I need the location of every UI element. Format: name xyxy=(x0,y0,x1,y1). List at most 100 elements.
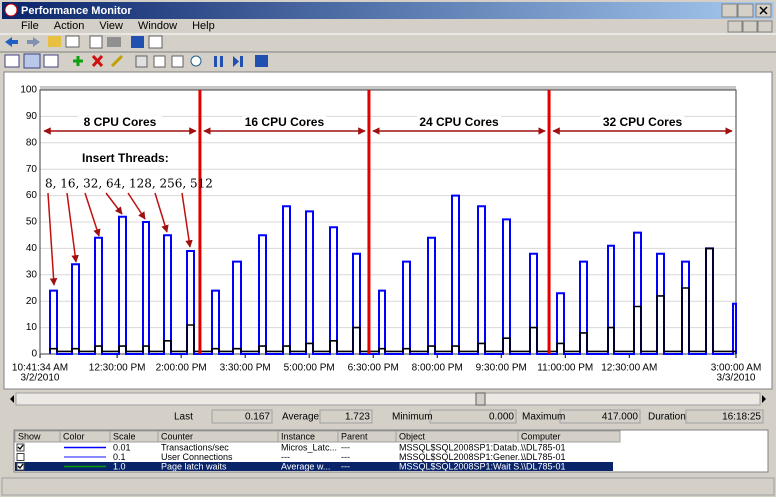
y-tick-label: 40 xyxy=(26,243,38,254)
legend-cell: --- xyxy=(341,452,350,462)
freeze-button[interactable] xyxy=(214,56,217,67)
time-scrollbar[interactable] xyxy=(10,392,766,406)
app-icon xyxy=(4,3,18,17)
update-button[interactable] xyxy=(233,56,243,67)
y-tick-label: 70 xyxy=(26,164,38,175)
stat-label: Maximum xyxy=(522,412,565,423)
phase-label: 32 CPU Cores xyxy=(603,115,683,129)
menu-item[interactable]: View xyxy=(99,20,123,32)
paste-button[interactable] xyxy=(153,55,166,68)
stat-label: Average xyxy=(282,412,320,423)
phase-label-bg xyxy=(600,116,685,130)
legend-cell: \\DL785-01 xyxy=(521,452,566,462)
phase-label-bg xyxy=(417,116,502,130)
highlight-button[interactable] xyxy=(110,54,124,68)
legend-cell: 0.01 xyxy=(113,442,131,452)
mdi-minimize[interactable] xyxy=(727,20,743,33)
series-line xyxy=(49,194,737,355)
column-header[interactable] xyxy=(517,430,621,443)
phase-label: 16 CPU Cores xyxy=(245,115,325,129)
thread-arrow xyxy=(154,192,169,233)
stat-box xyxy=(685,409,764,424)
thread-arrow xyxy=(66,192,79,263)
view-histogram-button[interactable] xyxy=(23,53,41,69)
thread-arrow xyxy=(127,192,146,220)
add-counter-button[interactable] xyxy=(73,56,83,66)
copy-button[interactable] xyxy=(135,55,148,68)
scroll-thumb[interactable] xyxy=(475,392,486,406)
legend-cell: User Connections xyxy=(161,452,233,462)
window-buttons[interactable] xyxy=(721,3,772,18)
menu-item[interactable]: Help xyxy=(192,20,215,32)
minimize-button[interactable] xyxy=(721,3,738,18)
scroll-right[interactable] xyxy=(762,395,766,403)
legend-row[interactable]: 1.0 Page latch waits Average w... --- MSSQL$… xyxy=(15,461,613,471)
legend-cell: Average w... xyxy=(281,461,330,471)
menu-item[interactable]: File xyxy=(21,20,39,32)
phase-label: 24 CPU Cores xyxy=(419,115,499,129)
scroll-left[interactable] xyxy=(10,395,14,403)
toolbar-1[interactable] xyxy=(5,35,163,49)
series-line xyxy=(49,247,736,353)
help-button[interactable] xyxy=(131,36,144,48)
y-tick-label: 0 xyxy=(31,349,37,360)
stat-value: 16:18:25 xyxy=(722,412,761,423)
menu-item[interactable]: Window xyxy=(138,20,177,32)
toolbar-2[interactable] xyxy=(4,53,268,69)
y-tick-label: 100 xyxy=(20,85,37,96)
legend-cell: MSSQL$SQL2008SP1:Datab... xyxy=(399,442,525,452)
mdi-restore[interactable] xyxy=(742,20,758,33)
phase-label-bg xyxy=(77,116,162,130)
thread-arrow xyxy=(181,192,193,248)
statistics-bar: Last 0.167 Average 1.723 Minimum 0.000 Maximum… xyxy=(174,409,764,424)
maximize-button[interactable] xyxy=(737,3,754,18)
legend-cell: MSSQL$SQL2008SP1:Wait S... xyxy=(399,461,527,471)
y-tick-label: 90 xyxy=(26,111,38,122)
column-header-label: Object xyxy=(399,431,426,441)
help-button[interactable] xyxy=(255,55,268,67)
stat-value: 417.000 xyxy=(602,412,639,423)
legend-cell: Page latch waits xyxy=(161,461,227,471)
delete-counter-button[interactable] xyxy=(91,54,104,68)
stat-box xyxy=(319,409,373,424)
x-date-label: 3/3/2010 xyxy=(717,373,756,384)
mdi-buttons[interactable] xyxy=(727,20,773,33)
show-hide-button[interactable] xyxy=(65,35,80,48)
checkmark xyxy=(17,463,24,469)
menu-item[interactable]: Action xyxy=(54,20,85,32)
legend-row[interactable]: 0.01 Transactions/sec Micros_Latc... --- MSS… xyxy=(16,442,566,452)
properties-button[interactable] xyxy=(148,35,163,49)
stat-label: Duration xyxy=(648,412,686,423)
thread-arrow xyxy=(47,192,58,286)
menu-bar: File Action View Window Help xyxy=(21,20,215,32)
scroll-track[interactable] xyxy=(15,392,761,406)
stat-value: 0.000 xyxy=(489,412,514,423)
x-tick-label: 8:00:00 PM xyxy=(412,363,463,374)
forward-button[interactable] xyxy=(27,37,40,47)
stat-box xyxy=(211,409,273,424)
hatch-band xyxy=(40,86,736,90)
legend-row[interactable]: 0.1 User Connections --- --- MSSQL$SQL2008SP… xyxy=(16,452,566,462)
threads-list: 8, 16, 32, 64, 128, 256, 512 xyxy=(45,177,213,191)
print-button[interactable] xyxy=(107,37,121,47)
view-graph-button[interactable] xyxy=(4,54,20,68)
stat-value: 1.723 xyxy=(345,412,370,423)
legend-cell: Micros_Latc... xyxy=(281,442,337,452)
up-button[interactable] xyxy=(48,36,61,47)
zoom-button[interactable] xyxy=(190,55,202,67)
status-bar xyxy=(1,477,775,496)
export-button[interactable] xyxy=(89,35,103,49)
stat-value: 0.167 xyxy=(245,412,270,423)
back-button[interactable] xyxy=(5,37,18,47)
legend-cell: MSSQL$SQL2008SP1:Gener... xyxy=(399,452,525,462)
mdi-close[interactable] xyxy=(757,20,773,33)
checkmark xyxy=(17,444,24,450)
properties-button[interactable] xyxy=(171,55,184,68)
legend-cell: \\DL785-01 xyxy=(521,442,566,452)
x-tick-label: 3:30:00 PM xyxy=(220,363,271,374)
column-header-label: Counter xyxy=(161,431,193,441)
view-report-button[interactable] xyxy=(43,54,59,68)
stat-label: Last xyxy=(174,412,193,423)
y-tick-label: 50 xyxy=(26,217,38,228)
show-checkbox[interactable] xyxy=(16,453,25,461)
